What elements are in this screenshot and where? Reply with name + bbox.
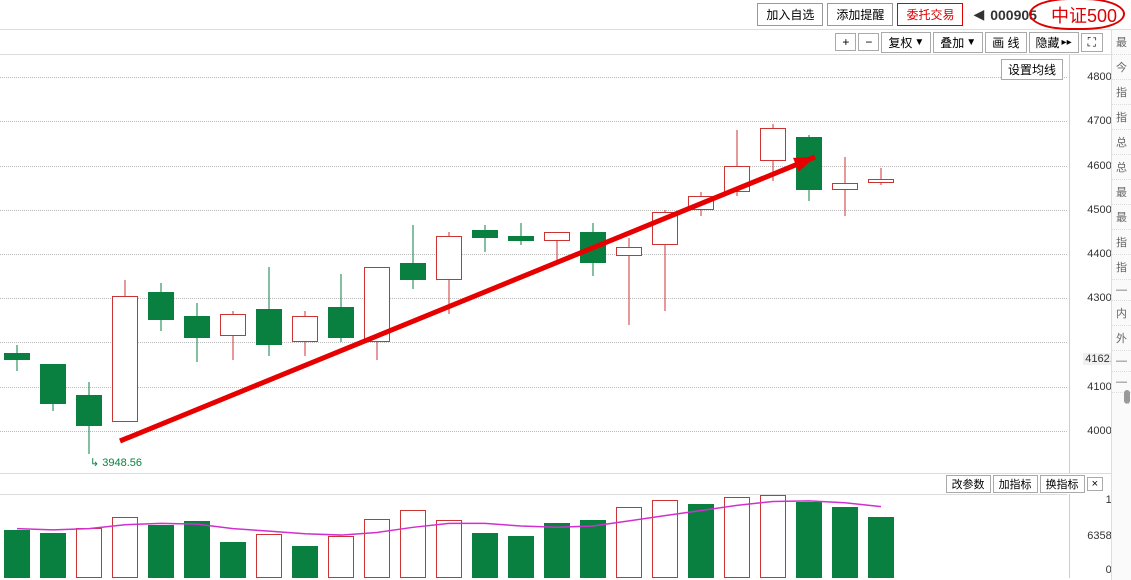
volume-bar [256, 534, 282, 578]
volume-bar [220, 542, 246, 578]
info-strip-item[interactable]: 内 [1112, 301, 1131, 326]
vol-params-button[interactable]: 改参数 [946, 475, 991, 493]
volume-chart[interactable]: 1.296358.000.00 [0, 494, 1131, 578]
candle [580, 55, 606, 475]
volume-bar [4, 530, 30, 578]
vol-close-button[interactable]: × [1087, 477, 1103, 491]
candle [292, 55, 318, 475]
zoom-out-button[interactable]: − [858, 33, 879, 51]
volume-bar [40, 533, 66, 578]
volume-bar [184, 521, 210, 578]
info-strip-item[interactable]: 指 [1112, 105, 1131, 130]
info-strip-item[interactable]: — [1112, 280, 1131, 301]
info-strip-item[interactable]: 外 [1112, 326, 1131, 351]
overlay-dropdown[interactable]: 叠加▼ [933, 32, 983, 53]
volume-bar [832, 507, 858, 578]
volume-bar [724, 497, 750, 578]
fuquan-dropdown[interactable]: 复权▼ [881, 32, 931, 53]
candle [112, 55, 138, 475]
info-strip-item[interactable]: — [1112, 351, 1131, 372]
candle [436, 55, 462, 475]
candle [4, 55, 30, 475]
candle [148, 55, 174, 475]
candle [364, 55, 390, 475]
volume-bar [544, 523, 570, 578]
trade-button[interactable]: 委托交易 [897, 3, 963, 26]
candle [724, 55, 750, 475]
candle [508, 55, 534, 475]
stock-name: 中证500 [1045, 2, 1123, 28]
candle [868, 55, 894, 475]
volume-bar [328, 536, 354, 578]
candle [472, 55, 498, 475]
volume-bar [868, 517, 894, 578]
candle [760, 55, 786, 475]
ma-settings-button[interactable]: 设置均线 [1001, 59, 1063, 80]
info-strip-item[interactable]: 指 [1112, 230, 1131, 255]
stock-code: 000905 [990, 7, 1037, 23]
volume-bar [112, 517, 138, 578]
vol-add-indicator-button[interactable]: 加指标 [993, 475, 1038, 493]
prev-stock-icon[interactable]: ◀ [973, 6, 984, 23]
candlestick-chart[interactable]: ↳ 3948.56 4800.004700.004600.004500.0044… [0, 54, 1131, 474]
candle [616, 55, 642, 475]
add-favorite-button[interactable]: 加入自选 [757, 3, 823, 26]
drawline-button[interactable]: 画 线 [985, 32, 1026, 53]
candle [832, 55, 858, 475]
right-info-strip: 最今指指总总最最指指—内外—— [1111, 30, 1131, 580]
volume-bar [292, 546, 318, 578]
candle [256, 55, 282, 475]
candle [184, 55, 210, 475]
volume-bar [616, 507, 642, 578]
volume-bar [652, 500, 678, 578]
candle [796, 55, 822, 475]
volume-bar [364, 519, 390, 578]
scroll-thumb[interactable] [1124, 390, 1130, 404]
volume-bar [508, 536, 534, 578]
zoom-in-button[interactable]: + [835, 33, 856, 51]
volume-bar [688, 504, 714, 578]
vol-switch-indicator-button[interactable]: 换指标 [1040, 475, 1085, 493]
info-strip-item[interactable]: 最 [1112, 205, 1131, 230]
volume-bar [76, 528, 102, 578]
candle [688, 55, 714, 475]
info-strip-item[interactable]: 总 [1112, 130, 1131, 155]
volume-bar [796, 502, 822, 578]
hide-button[interactable]: 隐藏▸▸ [1029, 32, 1079, 53]
add-alert-button[interactable]: 添加提醒 [827, 3, 893, 26]
candle [652, 55, 678, 475]
volume-toolbar: 改参数 加指标 换指标 × [0, 474, 1131, 494]
candle [328, 55, 354, 475]
chart-toolbar: + − 复权▼ 叠加▼ 画 线 隐藏▸▸ ⛶ [0, 30, 1131, 54]
info-strip-item[interactable]: 最 [1112, 30, 1131, 55]
header-bar: 加入自选 添加提醒 委托交易 ◀ 000905 中证500 [0, 0, 1131, 30]
info-strip-item[interactable]: 总 [1112, 155, 1131, 180]
volume-bar [400, 510, 426, 578]
info-strip-item[interactable]: 今 [1112, 55, 1131, 80]
candle [220, 55, 246, 475]
volume-bar [760, 495, 786, 578]
info-strip-item[interactable]: 最 [1112, 180, 1131, 205]
candle [76, 55, 102, 475]
candle [544, 55, 570, 475]
volume-bar [472, 533, 498, 578]
candle [400, 55, 426, 475]
candle [40, 55, 66, 475]
info-strip-item[interactable]: 指 [1112, 80, 1131, 105]
volume-bar [580, 520, 606, 578]
volume-bar [436, 520, 462, 578]
volume-bar [148, 525, 174, 578]
low-price-label: ↳ 3948.56 [90, 456, 142, 469]
fullscreen-button[interactable]: ⛶ [1081, 33, 1103, 52]
info-strip-item[interactable]: 指 [1112, 255, 1131, 280]
